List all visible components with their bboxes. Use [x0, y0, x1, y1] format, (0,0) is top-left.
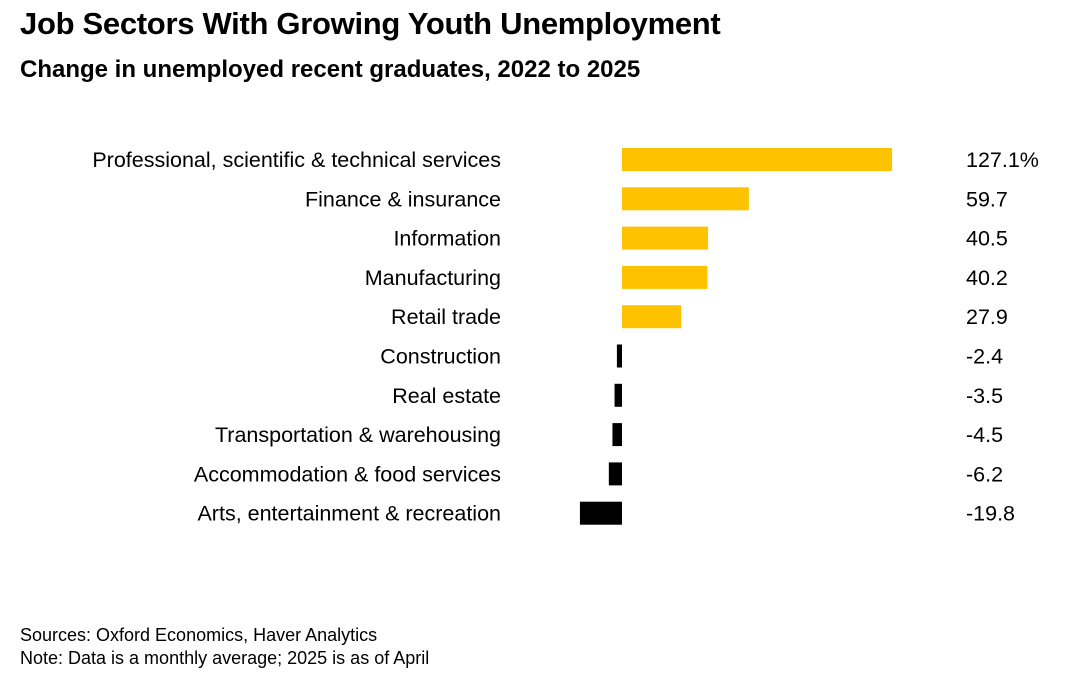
bar	[612, 423, 622, 447]
category-label: Information	[393, 227, 501, 251]
value-label: 59.7	[966, 187, 1008, 211]
category-label: Professional, scientific & technical ser…	[92, 148, 501, 172]
bar	[622, 226, 709, 250]
data-note: Note: Data is a monthly average; 2025 is…	[20, 648, 430, 668]
value-label: -6.2	[966, 462, 1003, 486]
bar	[622, 265, 708, 289]
bar	[622, 148, 893, 171]
bar	[622, 187, 749, 211]
value-label: 40.5	[966, 227, 1008, 251]
category-label: Construction	[380, 345, 501, 369]
bar	[579, 501, 622, 525]
value-label: 27.9	[966, 305, 1008, 329]
bar	[616, 344, 622, 368]
category-label: Accommodation & food services	[194, 462, 501, 486]
category-label: Retail trade	[391, 305, 501, 329]
category-label: Real estate	[392, 384, 501, 408]
chart-subtitle: Change in unemployed recent graduates, 2…	[20, 56, 641, 83]
bar	[622, 305, 682, 329]
chart-footer: Sources: Oxford Economics, Haver Analyti…	[20, 624, 429, 670]
value-label: -3.5	[966, 384, 1003, 408]
category-label: Arts, entertainment & recreation	[197, 502, 501, 526]
sources-note: Sources: Oxford Economics, Haver Analyti…	[20, 625, 378, 645]
value-label: -19.8	[966, 502, 1015, 526]
value-label: -2.4	[966, 345, 1003, 369]
bar	[608, 462, 623, 486]
value-label: -4.5	[966, 423, 1003, 447]
category-label: Transportation & warehousing	[215, 423, 501, 447]
chart-title: Job Sectors With Growing Youth Unemploym…	[20, 6, 721, 41]
value-label: 40.2	[966, 266, 1008, 290]
bar	[614, 383, 622, 407]
value-label: 127.1%	[966, 148, 1039, 172]
category-label: Manufacturing	[365, 266, 501, 290]
category-label: Finance & insurance	[305, 187, 501, 211]
bar-chart: Professional, scientific & technical ser…	[92, 148, 1039, 526]
